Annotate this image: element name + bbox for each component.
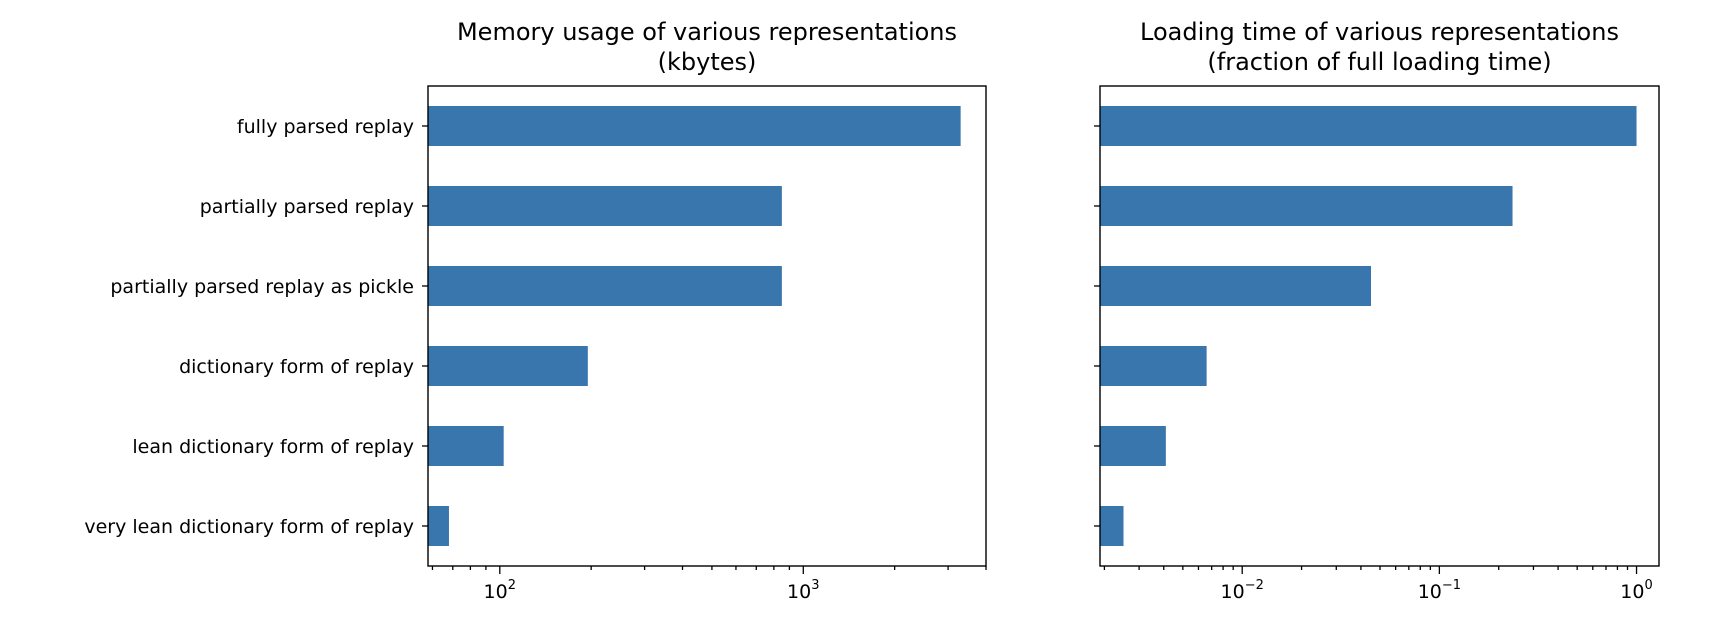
tick-exponent: 3 bbox=[811, 578, 819, 593]
category-label: fully parsed replay bbox=[237, 116, 414, 138]
tick-exponent: −2 bbox=[1245, 578, 1264, 593]
x-tick-label: 10−1 bbox=[1418, 578, 1461, 603]
tick-base: 10 bbox=[1418, 581, 1442, 603]
bar-3 bbox=[1100, 346, 1207, 386]
chart-subtitle: (kbytes) bbox=[658, 48, 757, 76]
category-label: dictionary form of replay bbox=[179, 356, 414, 378]
bar-1 bbox=[428, 186, 782, 226]
category-label: partially parsed replay bbox=[200, 196, 414, 218]
memory-usage-panel: Memory usage of various representations(… bbox=[84, 18, 987, 603]
tick-base: 10 bbox=[787, 581, 811, 603]
plot-frame bbox=[1099, 85, 1660, 567]
bar-5 bbox=[1100, 506, 1124, 546]
chart-title: Loading time of various representations bbox=[1140, 18, 1619, 46]
bar-4 bbox=[428, 426, 504, 466]
bar-0 bbox=[1100, 106, 1637, 146]
tick-base: 10 bbox=[1620, 581, 1644, 603]
plot-frame bbox=[427, 85, 987, 567]
bar-2 bbox=[428, 266, 782, 306]
category-label: very lean dictionary form of replay bbox=[84, 516, 414, 538]
x-tick-label: 10−2 bbox=[1221, 578, 1264, 603]
chart-subtitle: (fraction of full loading time) bbox=[1207, 48, 1551, 76]
bar-5 bbox=[428, 506, 449, 546]
bar-3 bbox=[428, 346, 588, 386]
bar-1 bbox=[1100, 186, 1513, 226]
tick-base: 10 bbox=[1221, 581, 1245, 603]
bar-2 bbox=[1100, 266, 1371, 306]
bar-4 bbox=[1100, 426, 1166, 466]
tick-exponent: −1 bbox=[1442, 578, 1461, 593]
tick-base: 10 bbox=[484, 581, 508, 603]
tick-exponent: 0 bbox=[1644, 578, 1652, 593]
bar-0 bbox=[428, 106, 961, 146]
tick-exponent: 2 bbox=[508, 578, 516, 593]
loading-time-panel: Loading time of various representations(… bbox=[1094, 18, 1660, 603]
category-label: partially parsed replay as pickle bbox=[110, 276, 414, 298]
chart-title: Memory usage of various representations bbox=[457, 18, 957, 46]
x-tick-label: 102 bbox=[484, 578, 516, 603]
category-label: lean dictionary form of replay bbox=[132, 436, 414, 458]
x-tick-label: 103 bbox=[787, 578, 819, 603]
x-tick-label: 100 bbox=[1620, 578, 1652, 603]
